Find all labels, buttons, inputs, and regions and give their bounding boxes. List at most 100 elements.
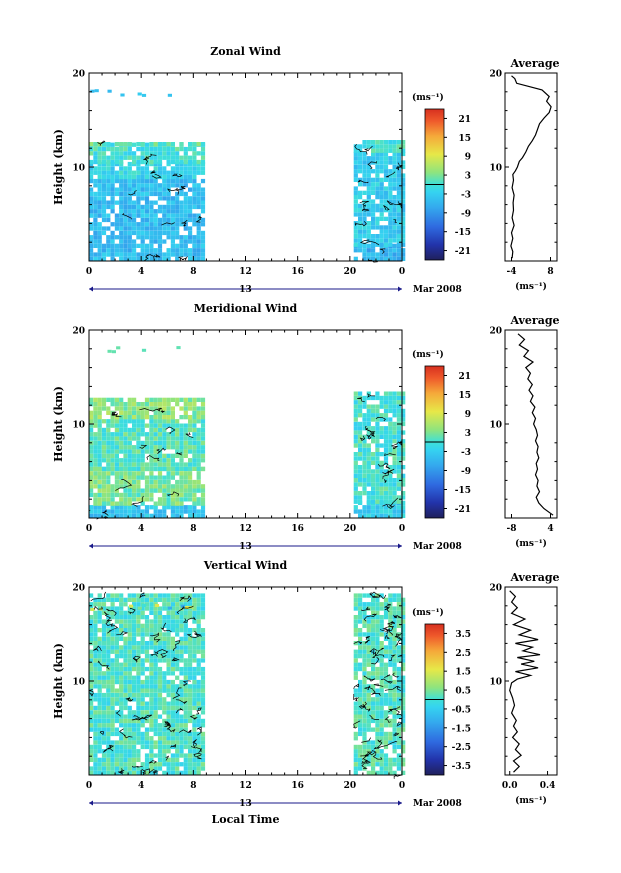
data-cell: [127, 662, 132, 667]
data-cell: [396, 395, 401, 401]
data-cell: [192, 415, 197, 420]
data-cell: [89, 710, 94, 715]
data-cell: [401, 443, 406, 448]
data-cell: [166, 684, 171, 689]
data-cell: [353, 770, 358, 775]
data-cell: [144, 248, 150, 253]
date-line-arrow-right: [398, 286, 402, 292]
data-cell: [188, 492, 193, 498]
data-cell: [375, 499, 380, 504]
data-cell: [401, 252, 406, 257]
data-cell: [157, 423, 163, 428]
data-cell: [192, 151, 197, 156]
data-cell: [140, 222, 145, 227]
data-cell: [136, 727, 141, 732]
data-cell: [110, 615, 115, 620]
data-cell: [396, 190, 401, 195]
data-cell: [144, 766, 150, 771]
data-cell: [362, 736, 367, 741]
data-cell: [383, 718, 389, 724]
average-title: Average: [509, 57, 559, 70]
data-cell: [127, 649, 132, 654]
contour-line: [150, 632, 161, 643]
data-cell: [396, 692, 401, 698]
data-cell: [401, 212, 406, 217]
data-cell: [401, 762, 406, 767]
data-cell: [170, 501, 175, 506]
data-cell: [388, 684, 393, 689]
data-cell: [192, 641, 197, 646]
data-cell: [149, 187, 154, 192]
data-cell: [200, 675, 206, 680]
data-cell: [157, 749, 163, 754]
data-cell: [144, 174, 150, 180]
data-cell: [383, 762, 389, 767]
data-cell: [392, 654, 397, 659]
data-cell: [97, 513, 102, 518]
data-cell: [392, 156, 397, 161]
data-cell: [101, 675, 107, 680]
data-cell: [114, 697, 119, 702]
data-cell: [119, 151, 124, 156]
data-cell: [149, 174, 154, 180]
data-cell: [127, 213, 132, 218]
data-cell: [162, 597, 167, 602]
data-cell: [392, 628, 397, 633]
data-cell: [166, 155, 171, 160]
data-cell: [119, 688, 124, 693]
data-cell: [119, 628, 124, 633]
data-cell: [97, 497, 102, 502]
data-cell: [153, 436, 158, 441]
data-cell: [166, 488, 171, 493]
data-cell: [175, 718, 180, 724]
data-cell: [401, 744, 406, 750]
data-cell: [97, 484, 102, 489]
data-cell: [127, 402, 132, 407]
data-cell: [366, 491, 371, 496]
data-cell: [101, 475, 107, 480]
data-cell: [106, 183, 111, 188]
data-cell: [166, 397, 171, 402]
data-cell: [175, 606, 180, 611]
data-cell: [119, 636, 124, 641]
data-cell: [200, 166, 206, 171]
data-cell: [132, 692, 137, 698]
data-cell: [144, 641, 150, 646]
data-cell: [101, 466, 107, 471]
data-cell: [101, 166, 107, 171]
data-cell: [144, 397, 150, 402]
data-cell: [132, 222, 137, 227]
data-cell: [170, 770, 175, 775]
data-cell: [170, 744, 175, 750]
average-unit: (ms⁻¹): [515, 538, 547, 549]
data-cell: [183, 509, 188, 514]
data-cell: [388, 662, 393, 667]
data-cell: [192, 445, 197, 450]
data-cell: [153, 406, 158, 411]
data-cell: [180, 604, 185, 608]
data-cell: [106, 753, 111, 758]
contour-line: [103, 611, 113, 622]
data-cell: [136, 753, 141, 758]
data-cell: [157, 753, 163, 758]
data-cell: [140, 692, 145, 698]
data-cell: [101, 200, 107, 205]
data-cell: [153, 692, 158, 698]
data-cell: [358, 513, 363, 518]
data-cell: [110, 200, 115, 205]
data-cell: [401, 727, 406, 732]
x-tick-label: 12: [239, 267, 252, 277]
data-cell: [392, 430, 397, 435]
data-cell: [353, 495, 358, 500]
data-cell: [358, 662, 363, 667]
data-cell: [166, 475, 171, 480]
data-cell: [110, 458, 115, 463]
data-cell: [362, 697, 367, 702]
data-cell: [392, 173, 397, 178]
data-cell: [144, 688, 150, 693]
data-cell: [179, 593, 184, 598]
data-cell: [375, 628, 380, 633]
data-cell: [153, 688, 158, 693]
data-cell: [388, 212, 393, 217]
data-cell: [183, 688, 188, 693]
